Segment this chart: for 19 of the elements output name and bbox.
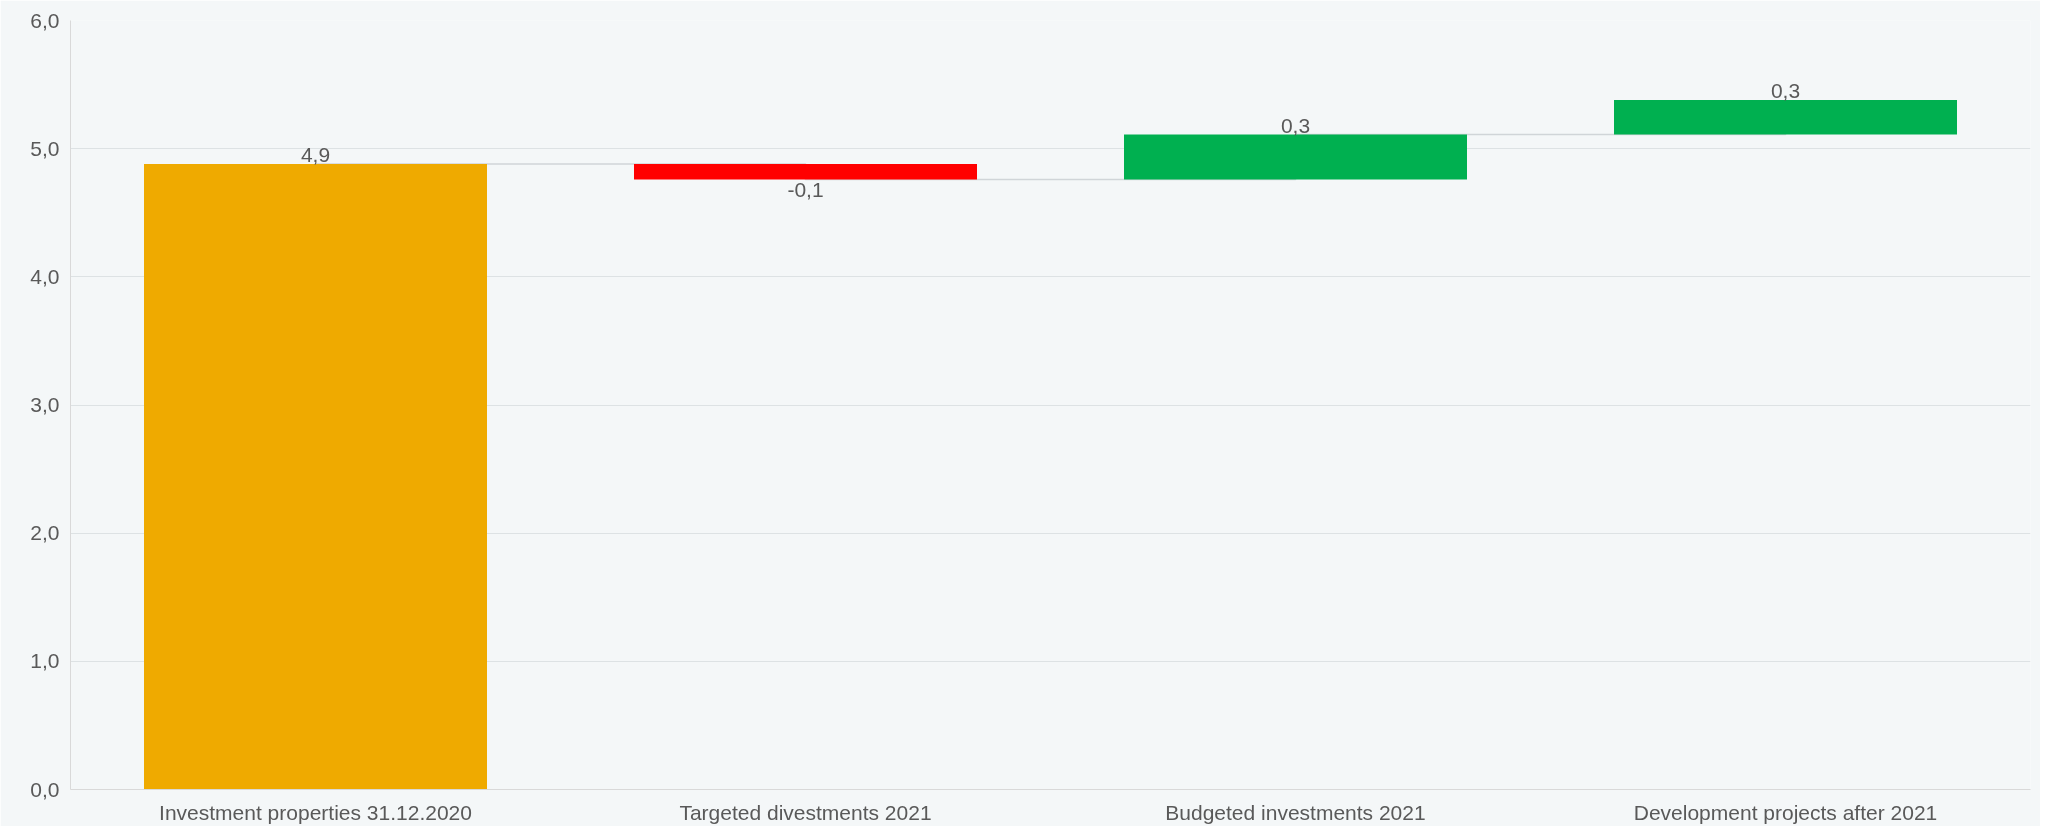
bar [634, 164, 977, 180]
y-tick-label: 5,0 [30, 136, 60, 160]
data-label: 0,3 [1770, 78, 1801, 102]
y-tick-label: 3,0 [30, 393, 60, 416]
y-tick-label: 1,0 [30, 649, 60, 673]
x-tick-label: Budgeted investments 2021 [1165, 800, 1426, 824]
bar [1124, 134, 1467, 180]
x-tick-label: Investment properties 31.12.2020 [159, 800, 472, 824]
bar [144, 164, 487, 790]
data-label: 4,9 [300, 143, 331, 167]
y-tick-label: 2,0 [30, 521, 60, 545]
data-label: -0,1 [787, 178, 824, 202]
y-tick-label: 0,0 [30, 777, 60, 801]
y-tick-label: 4,0 [30, 264, 60, 288]
x-tick-label: Development projects after 2021 [1633, 800, 1938, 824]
x-tick-label: Targeted divestments 2021 [679, 800, 932, 824]
data-label: 0,3 [1280, 113, 1311, 137]
y-tick-label: 6,0 [30, 8, 60, 32]
bar [1614, 99, 1957, 135]
